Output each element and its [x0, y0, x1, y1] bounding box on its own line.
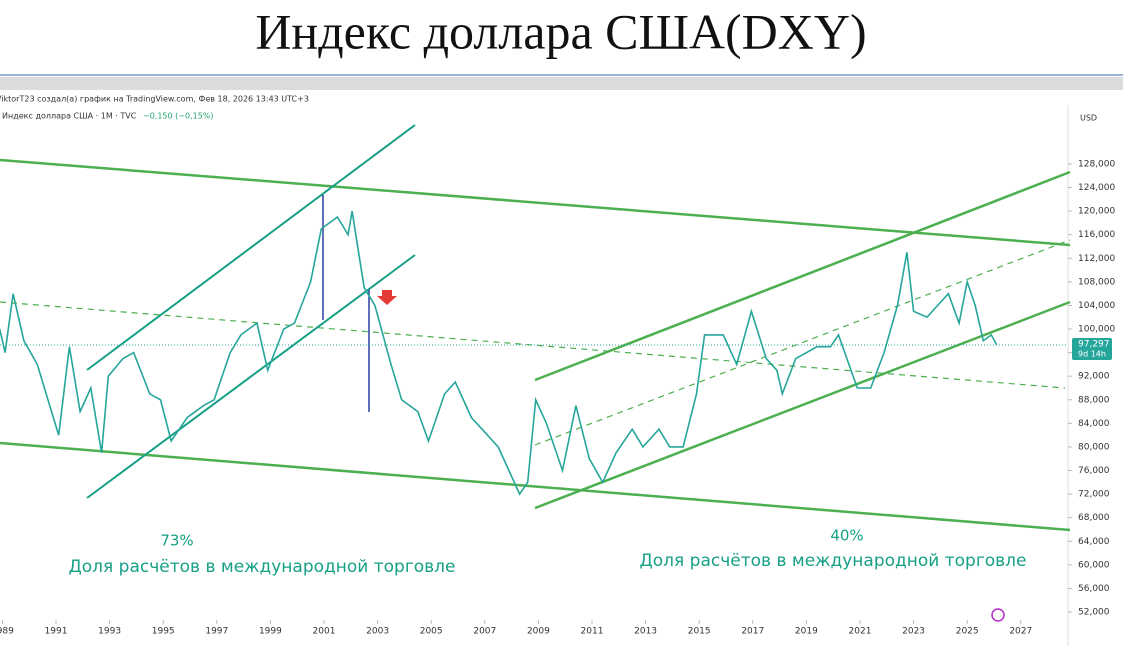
y-tick-label: 100,000	[1078, 325, 1115, 335]
y-tick-label: 104,000	[1078, 301, 1115, 311]
currency: USD	[1080, 114, 1097, 123]
x-tick-label: 2021	[849, 627, 872, 637]
byline: ViktorT23 создал(а) график на TradingVie…	[0, 95, 309, 104]
y-tick-label: 76,000	[1078, 466, 1110, 476]
chart-title: Индекс доллара США(DXY)	[255, 3, 866, 59]
countdown: 9d 14h	[1078, 349, 1106, 358]
trend-line	[534, 300, 1071, 510]
x-tick-label: 2023	[902, 627, 925, 637]
x-tick-label: 2003	[366, 627, 389, 637]
y-tick-label: 56,000	[1078, 584, 1110, 594]
x-tick-label: 1991	[45, 627, 68, 637]
y-tick-label: 88,000	[1078, 395, 1110, 405]
x-tick-label: 1989	[0, 627, 14, 637]
price-line	[0, 210, 998, 496]
toolbar-band	[0, 77, 1123, 90]
y-tick-label: 52,000	[1078, 607, 1110, 617]
y-tick-label: 128,000	[1078, 159, 1115, 169]
price-tag-label: 97,297	[1078, 339, 1110, 349]
trend-line	[0, 441, 1071, 532]
y-tick-label: 64,000	[1078, 537, 1110, 547]
y-tick-label: 92,000	[1078, 372, 1110, 382]
y-tick-label: 124,000	[1078, 183, 1115, 193]
x-tick-label: 2007	[473, 627, 496, 637]
x-tick-label: 2019	[795, 627, 818, 637]
x-tick-label: 1995	[152, 627, 175, 637]
annotation-text: Доля расчётов в международной торговле	[68, 557, 455, 577]
trend-line	[86, 124, 416, 371]
y-tick-label: 116,000	[1078, 230, 1115, 240]
trend-line	[0, 158, 1071, 247]
x-tick-label: 2011	[581, 627, 604, 637]
annotation-share: 40%	[830, 527, 863, 545]
y-tick-label: 68,000	[1078, 513, 1110, 523]
y-tick-label: 80,000	[1078, 442, 1110, 452]
x-tick-label: 1997	[205, 627, 228, 637]
x-tick-label: 2015	[688, 627, 711, 637]
x-tick-label: 2005	[420, 627, 443, 637]
trend-line	[0, 301, 1066, 389]
x-tick-label: 2009	[527, 627, 550, 637]
y-tick-label: 60,000	[1078, 560, 1110, 570]
trend-line	[534, 239, 1071, 446]
y-tick-label: 120,000	[1078, 207, 1115, 217]
x-tick-label: 2001	[313, 627, 336, 637]
y-tick-label: 112,000	[1078, 254, 1115, 264]
x-tick-label: 1993	[98, 627, 121, 637]
annotation-share: 73%	[160, 532, 193, 550]
x-tick-label: 2013	[634, 627, 657, 637]
x-tick-label: 2025	[956, 627, 979, 637]
change: −0,150 (−0,15%)	[143, 112, 214, 121]
annotation-text: Доля расчётов в международной торговле	[639, 551, 1026, 571]
x-tick-label: 2027	[1009, 627, 1032, 637]
y-tick-label: 72,000	[1078, 490, 1110, 500]
symbol: Индекс доллара США · 1M · TVC	[2, 112, 137, 121]
x-tick-label: 2017	[741, 627, 764, 637]
icon	[991, 608, 1005, 622]
y-tick-label: 84,000	[1078, 419, 1110, 429]
y-tick-label: 108,000	[1078, 277, 1115, 287]
x-tick-label: 1999	[259, 627, 282, 637]
drawings	[0, 124, 1071, 622]
trend-line	[86, 254, 416, 499]
price-tag	[1072, 337, 1112, 360]
arrow-icon	[377, 290, 397, 305]
